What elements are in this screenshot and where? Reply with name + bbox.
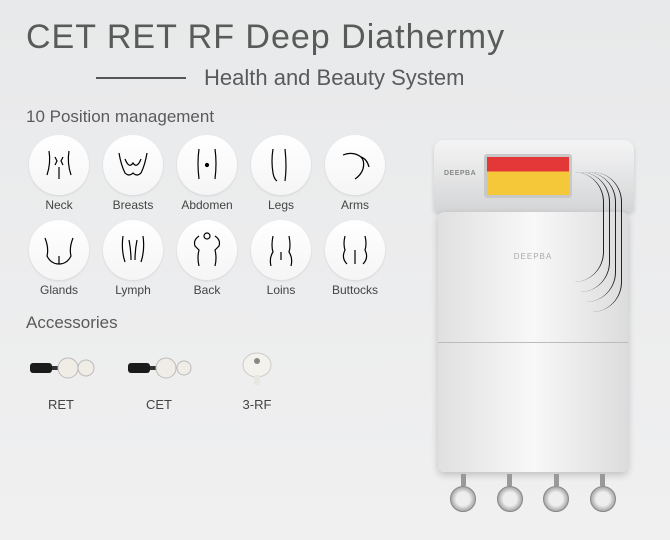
accessory-cet: CET xyxy=(124,341,194,412)
glands-icon xyxy=(29,220,89,280)
ret-label: RET xyxy=(48,397,74,412)
arms-icon xyxy=(325,135,385,195)
lymph-label: Lymph xyxy=(115,283,151,297)
machine-body: DEEPBA xyxy=(438,212,628,472)
lymph-icon xyxy=(103,220,163,280)
breasts-label: Breasts xyxy=(113,198,154,212)
buttocks-label: Buttocks xyxy=(332,283,378,297)
wheel xyxy=(495,474,525,512)
arms-label: Arms xyxy=(341,198,369,212)
machine-illustration: DEEPBA DEEPBA xyxy=(420,140,650,520)
position-abdomen: Abdomen xyxy=(174,135,240,212)
position-lymph: Lymph xyxy=(100,220,166,297)
position-buttocks: Buttocks xyxy=(322,220,388,297)
cet-label: CET xyxy=(146,397,172,412)
legs-icon xyxy=(251,135,311,195)
breasts-icon xyxy=(103,135,163,195)
wheel xyxy=(588,474,618,512)
machine-brand-top: DEEPBA xyxy=(444,170,476,177)
infographic-container: CET RET RF Deep Diathermy Health and Bea… xyxy=(0,0,670,430)
loins-label: Loins xyxy=(267,283,296,297)
accessory-3rf: 3-RF xyxy=(222,341,292,412)
accessory-ret: RET xyxy=(26,341,96,412)
position-loins: Loins xyxy=(248,220,314,297)
wheel xyxy=(448,474,478,512)
back-label: Back xyxy=(194,283,221,297)
positions-heading: 10 Position management xyxy=(26,107,644,127)
cables xyxy=(570,162,630,362)
wheel xyxy=(541,474,571,512)
neck-label: Neck xyxy=(45,198,72,212)
legs-label: Legs xyxy=(268,198,294,212)
ret-icon xyxy=(26,341,96,395)
back-icon xyxy=(177,220,237,280)
position-legs: Legs xyxy=(248,135,314,212)
position-breasts: Breasts xyxy=(100,135,166,212)
rf-label: 3-RF xyxy=(243,397,272,412)
cable-4 xyxy=(574,172,604,282)
abdomen-label: Abdomen xyxy=(181,198,232,212)
glands-label: Glands xyxy=(40,283,78,297)
abdomen-icon xyxy=(177,135,237,195)
machine-screen xyxy=(484,154,572,198)
loins-icon xyxy=(251,220,311,280)
position-arms: Arms xyxy=(322,135,388,212)
position-back: Back xyxy=(174,220,240,297)
cet-icon xyxy=(124,341,194,395)
screen-display xyxy=(487,157,569,195)
position-glands: Glands xyxy=(26,220,92,297)
divider-line xyxy=(96,77,186,79)
rf-icon xyxy=(222,341,292,395)
subtitle-row: Health and Beauty System xyxy=(96,65,644,91)
subtitle: Health and Beauty System xyxy=(204,65,464,91)
buttocks-icon xyxy=(325,220,385,280)
position-neck: Neck xyxy=(26,135,92,212)
neck-icon xyxy=(29,135,89,195)
wheels xyxy=(448,474,618,514)
main-title: CET RET RF Deep Diathermy xyxy=(26,18,644,57)
positions-grid: Neck Breasts Abdomen Legs xyxy=(26,135,396,297)
machine-brand-body: DEEPBA xyxy=(514,252,552,261)
